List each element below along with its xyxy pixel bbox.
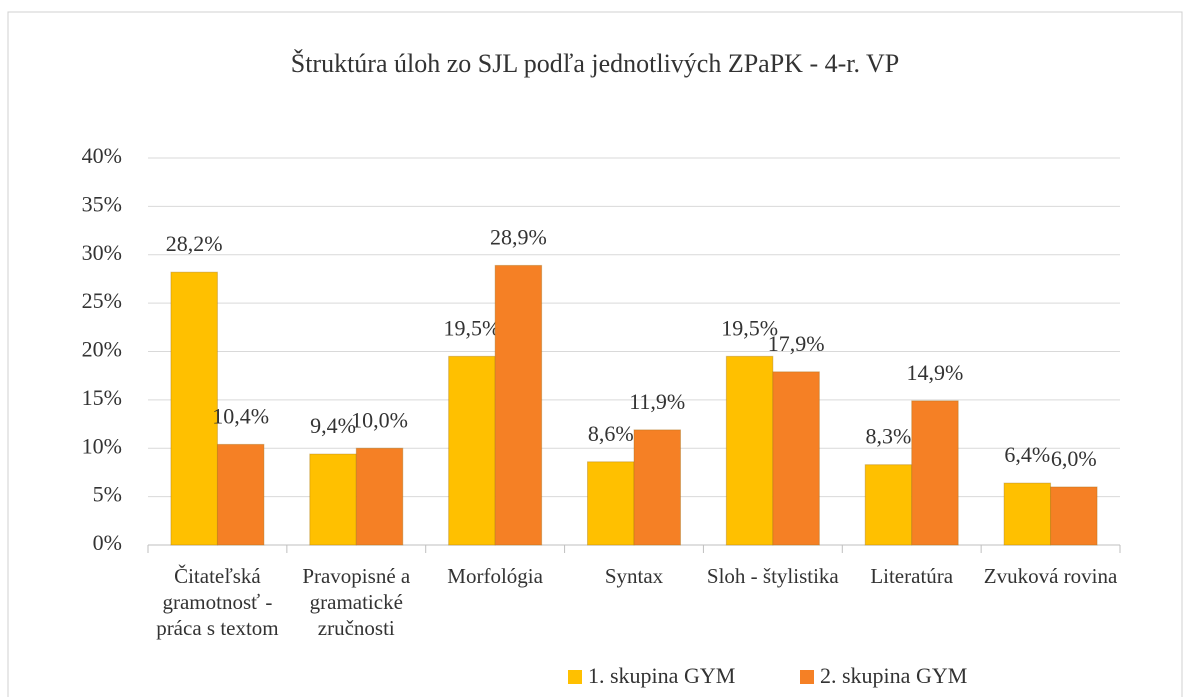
legend-label: 1. skupina GYM bbox=[588, 663, 735, 688]
y-tick-label: 5% bbox=[93, 482, 122, 507]
bar bbox=[633, 429, 681, 546]
value-label: 8,6% bbox=[588, 421, 634, 446]
y-tick-label: 25% bbox=[82, 288, 122, 313]
bar bbox=[587, 461, 635, 546]
bar bbox=[309, 453, 357, 546]
legend-label: 2. skupina GYM bbox=[820, 663, 967, 688]
y-tick-label: 0% bbox=[93, 530, 122, 555]
x-tick-label: Morfológia bbox=[447, 564, 543, 588]
value-label: 19,5% bbox=[721, 315, 778, 340]
value-label: 6,4% bbox=[1004, 442, 1050, 467]
value-label: 9,4% bbox=[310, 413, 356, 438]
bar bbox=[1050, 486, 1098, 546]
y-tick-label: 30% bbox=[82, 240, 122, 265]
legend-swatch bbox=[800, 670, 814, 684]
bar bbox=[911, 400, 959, 546]
x-tick-label: Sloh - štylistika bbox=[706, 564, 839, 588]
bar bbox=[1003, 482, 1052, 546]
chart-title: Štruktúra úloh zo SJL podľa jednotlivých… bbox=[291, 49, 900, 78]
bar bbox=[725, 355, 774, 546]
bar bbox=[216, 443, 265, 546]
value-label: 28,9% bbox=[490, 224, 547, 249]
y-tick-label: 35% bbox=[82, 191, 122, 216]
x-tick-label: Čitateľská gramotnosť - práca s textom bbox=[156, 564, 279, 640]
y-tick-label: 20% bbox=[82, 337, 122, 362]
value-label: 11,9% bbox=[629, 389, 685, 414]
bar bbox=[494, 264, 543, 546]
value-label: 10,4% bbox=[212, 403, 269, 428]
value-label: 6,0% bbox=[1051, 446, 1097, 471]
value-label: 19,5% bbox=[443, 315, 500, 340]
y-tick-label: 15% bbox=[82, 385, 122, 410]
y-tick-label: 40% bbox=[82, 143, 122, 168]
value-label: 14,9% bbox=[907, 360, 964, 385]
bar bbox=[772, 371, 820, 546]
x-tick-label: Zvuková rovina bbox=[983, 564, 1118, 588]
x-tick-label: Syntax bbox=[604, 564, 664, 588]
value-label: 10,0% bbox=[351, 407, 408, 432]
bar bbox=[355, 447, 404, 546]
x-tick-label: Pravopisné a gramatické zručnosti bbox=[302, 564, 411, 640]
value-label: 8,3% bbox=[866, 424, 912, 449]
legend-swatch bbox=[568, 670, 582, 684]
value-label: 28,2% bbox=[166, 231, 223, 256]
y-tick-label: 10% bbox=[82, 433, 122, 458]
bar bbox=[448, 355, 496, 546]
value-label: 17,9% bbox=[768, 331, 825, 356]
x-tick-label: Literatúra bbox=[870, 564, 954, 588]
bar bbox=[864, 464, 913, 546]
bar bbox=[170, 271, 218, 546]
